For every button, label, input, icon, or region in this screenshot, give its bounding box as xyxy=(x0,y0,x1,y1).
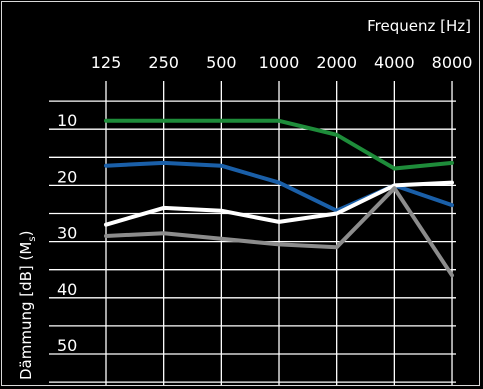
y-tick-label: 10 xyxy=(57,111,77,130)
series-layer xyxy=(104,118,454,278)
x-tick-label: 4000 xyxy=(374,53,415,72)
x-tick-label: 250 xyxy=(148,53,179,72)
series-line-4 xyxy=(104,186,454,278)
x-tick-label: 2000 xyxy=(316,53,357,72)
y-tick-label: 30 xyxy=(57,224,77,243)
x-tick-label: 8000 xyxy=(432,53,473,72)
y-axis-title-subscript: s xyxy=(27,236,38,241)
labels-layer: Frequenz [Hz] Dämmung [dB] (Ms) 125 250 50… xyxy=(17,17,472,380)
x-tick-label: 1000 xyxy=(259,53,300,72)
x-tick-label: 500 xyxy=(206,53,237,72)
y-axis-title: Dämmung [dB] (Ms) xyxy=(17,231,38,380)
y-tick-label: 20 xyxy=(57,167,77,186)
y-tick-label: 40 xyxy=(57,280,77,299)
series-line-1 xyxy=(104,118,454,171)
grid xyxy=(49,81,456,385)
x-axis-title: Frequenz [Hz] xyxy=(367,17,471,35)
y-axis-title-close: ) xyxy=(17,231,35,237)
series-line-3 xyxy=(104,180,454,227)
y-tick-label: 50 xyxy=(57,336,77,355)
x-tick-label: 125 xyxy=(91,53,122,72)
